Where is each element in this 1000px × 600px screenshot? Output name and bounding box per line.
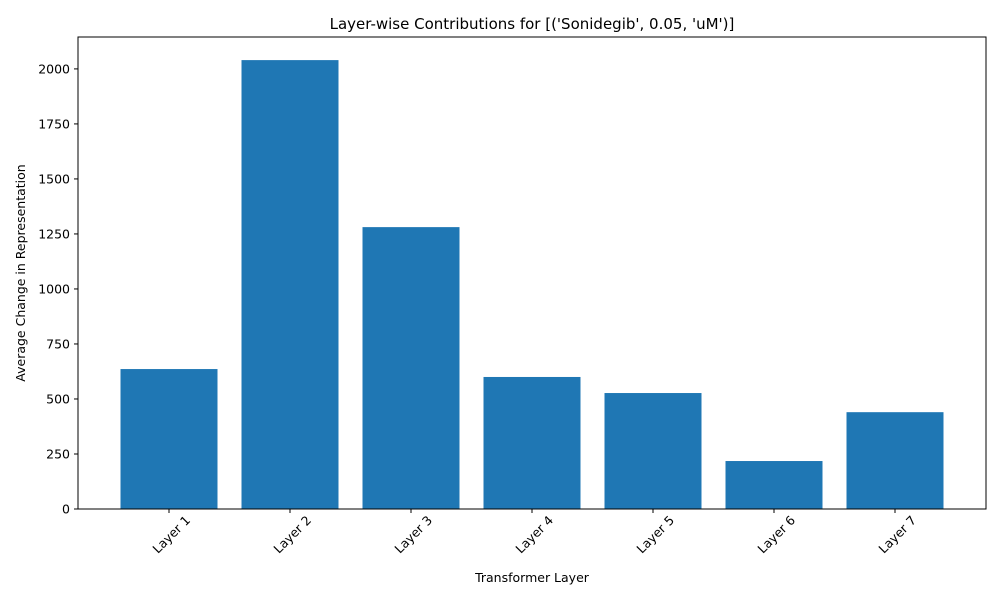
x-tick-label: Layer 4 xyxy=(512,512,556,556)
y-tick-label: 250 xyxy=(46,446,70,461)
x-tick-label: Layer 6 xyxy=(754,512,798,556)
y-tick-label: 0 xyxy=(62,502,70,517)
bar-layer-3 xyxy=(362,227,460,509)
plot-frame xyxy=(77,36,987,510)
x-tick-label: Layer 7 xyxy=(875,513,919,557)
bars-group xyxy=(120,60,944,510)
bar-layer-1 xyxy=(120,369,218,509)
y-tick-label: 1000 xyxy=(38,281,70,296)
y-tick-label: 1500 xyxy=(38,171,70,186)
x-tick-label: Layer 5 xyxy=(633,513,677,557)
x-tick-label: Layer 2 xyxy=(270,513,314,557)
y-tick-label: 500 xyxy=(46,391,70,406)
bar-layer-2 xyxy=(241,60,339,510)
x-axis: Layer 1 Layer 2 Layer 3 Layer 4 Layer 5 Layer… xyxy=(149,509,919,556)
x-axis-label: Transformer Layer xyxy=(474,570,590,585)
y-tick-label: 1250 xyxy=(38,226,70,241)
bar-layer-7 xyxy=(846,412,944,509)
x-tick-label: Layer 3 xyxy=(391,513,435,557)
x-tick-label: Layer 1 xyxy=(149,513,193,557)
bar-layer-4 xyxy=(483,376,581,509)
y-axis: 0 250 500 750 1000 1250 1500 1750 2000 xyxy=(38,61,78,517)
chart-title: Layer-wise Contributions for [('Sonidegi… xyxy=(330,15,735,33)
bar-layer-6 xyxy=(725,461,823,509)
y-tick-label: 750 xyxy=(46,336,70,351)
y-tick-label: 2000 xyxy=(38,61,70,76)
bar-layer-5 xyxy=(604,393,702,509)
y-axis-label: Average Change in Representation xyxy=(13,164,28,381)
y-tick-label: 1750 xyxy=(38,116,70,131)
